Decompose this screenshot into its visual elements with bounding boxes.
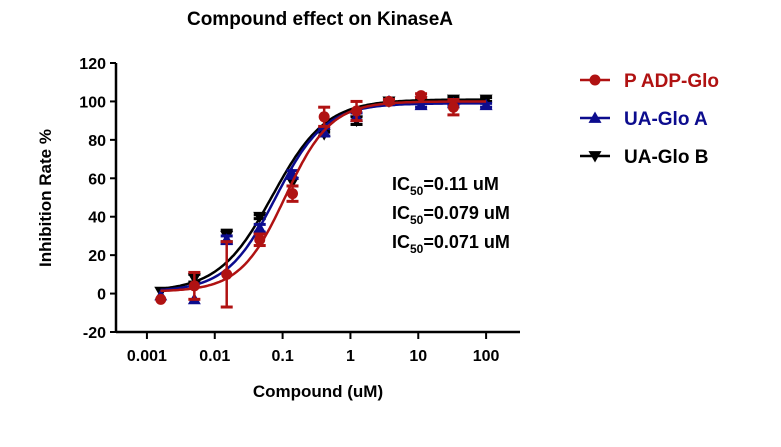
legend-item: UA-Glo B bbox=[580, 147, 708, 168]
x-axis-label: Compound (uM) bbox=[253, 382, 383, 401]
data-point bbox=[415, 90, 427, 102]
x-tick-label: 0.1 bbox=[271, 348, 293, 365]
data-point bbox=[254, 234, 266, 246]
ic50-value: =0.079 uM bbox=[423, 203, 510, 223]
data-point bbox=[188, 280, 200, 292]
ic50-annotation: IC50=0.079 uM bbox=[392, 203, 510, 227]
y-tick-label: 0 bbox=[97, 287, 106, 304]
legend-marker bbox=[588, 151, 602, 163]
x-tick-label: 1 bbox=[346, 348, 355, 365]
x-tick-label: 10 bbox=[409, 348, 427, 365]
chart-title: Compound effect on KinaseA bbox=[187, 9, 453, 30]
data-point bbox=[479, 98, 493, 111]
x-tick-label: 100 bbox=[473, 348, 500, 365]
ic50-prefix: IC bbox=[392, 174, 410, 194]
y-tick-label: 20 bbox=[88, 248, 106, 265]
ic50-value: =0.11 uM bbox=[423, 174, 499, 194]
ic50-annotation: IC50=0.11 uM bbox=[392, 174, 499, 198]
data-point bbox=[414, 98, 428, 111]
y-tick-label: 120 bbox=[79, 56, 106, 73]
x-tick-label: 0.001 bbox=[127, 348, 167, 365]
legend-marker bbox=[589, 74, 601, 86]
data-point bbox=[253, 221, 267, 234]
legend-marker bbox=[588, 111, 602, 123]
legend-item: UA-Glo A bbox=[580, 109, 708, 130]
series-p-adp-glo bbox=[155, 90, 487, 309]
data-point bbox=[287, 188, 299, 200]
data-point bbox=[447, 101, 459, 113]
y-tick-label: -20 bbox=[83, 325, 106, 342]
data-point bbox=[253, 211, 267, 224]
data-point bbox=[155, 293, 167, 305]
legend-label: P ADP-Glo bbox=[624, 71, 719, 92]
ic50-subscript: 50 bbox=[410, 213, 424, 227]
ic50-prefix: IC bbox=[392, 203, 410, 223]
data-point bbox=[318, 111, 330, 123]
y-tick-label: 80 bbox=[88, 133, 106, 150]
y-tick-label: 60 bbox=[88, 171, 106, 188]
fit-curve bbox=[160, 100, 487, 293]
y-tick-label: 100 bbox=[79, 94, 106, 111]
legend-label: UA-Glo B bbox=[624, 147, 708, 168]
data-point bbox=[351, 105, 363, 117]
data-point bbox=[221, 268, 233, 280]
ic50-annotation: IC50=0.071 uM bbox=[392, 232, 510, 256]
y-tick-label: 40 bbox=[88, 210, 106, 227]
data-point bbox=[383, 95, 395, 107]
y-axis-label: Inhibition Rate % bbox=[36, 129, 55, 267]
ic50-value: =0.071 uM bbox=[423, 232, 510, 252]
ic50-subscript: 50 bbox=[410, 184, 424, 198]
ic50-subscript: 50 bbox=[410, 242, 424, 256]
ic50-prefix: IC bbox=[392, 232, 410, 252]
x-tick-label: 0.01 bbox=[199, 348, 230, 365]
legend-item: P ADP-Glo bbox=[580, 71, 719, 92]
legend-label: UA-Glo A bbox=[624, 109, 708, 130]
